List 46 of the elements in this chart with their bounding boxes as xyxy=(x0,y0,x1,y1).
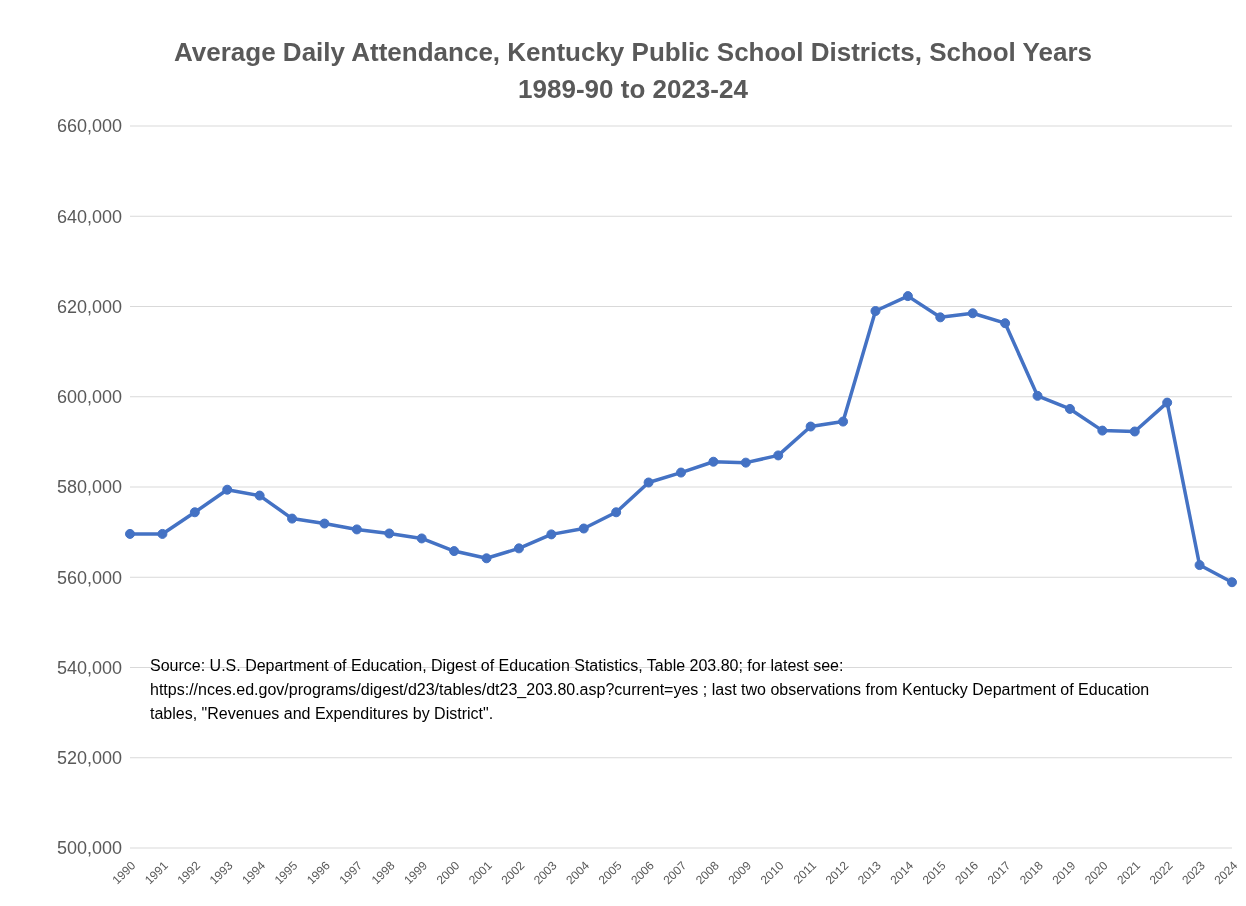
point xyxy=(125,528,135,539)
point xyxy=(189,507,200,518)
y-tick-label: 520,000 xyxy=(56,748,122,769)
point xyxy=(708,456,719,467)
point xyxy=(1194,560,1205,571)
annotation: Source: U.S. Department of Education, Digest of Education Statistics, Table 203.80; for latest see: https://nces.ed.gov/programs/digest/d23/tables/dt23_203.80.asp?current=yes ; last two observations from Kentucky Department of Education tables, "Revenues and Expenditures by District". xyxy=(149,656,1151,724)
y-tick-label: 540,000 xyxy=(56,657,122,678)
point xyxy=(1064,403,1075,414)
y-tick-label: 660,000 xyxy=(56,116,122,137)
point xyxy=(1000,318,1011,329)
point xyxy=(546,529,557,540)
point xyxy=(319,518,330,529)
point xyxy=(870,306,881,317)
y-tick-label: 500,000 xyxy=(56,838,122,859)
point xyxy=(1032,390,1043,401)
point xyxy=(351,524,362,535)
point xyxy=(643,477,654,488)
point xyxy=(1129,426,1140,437)
point xyxy=(967,308,978,319)
point xyxy=(513,543,524,554)
y-tick-label: 580,000 xyxy=(56,477,122,498)
point xyxy=(611,507,622,518)
y-tick-label: 640,000 xyxy=(56,206,122,227)
point xyxy=(838,416,849,427)
chart-title: Average Daily Attendance, Kentucky Public School Districts, School Years 1989-90 to 2023-24 xyxy=(173,36,1093,106)
point xyxy=(254,490,265,501)
point xyxy=(902,291,913,302)
point xyxy=(740,457,751,468)
point xyxy=(578,523,589,534)
point xyxy=(1227,577,1237,588)
point xyxy=(222,484,233,495)
point xyxy=(384,528,395,539)
y-tick-label: 600,000 xyxy=(56,387,122,408)
y-tick-label: 620,000 xyxy=(56,296,122,317)
point xyxy=(805,421,816,432)
point xyxy=(449,546,460,557)
point xyxy=(481,553,492,564)
point xyxy=(416,533,427,544)
point xyxy=(1162,397,1173,408)
y-tick-label: 560,000 xyxy=(56,567,122,588)
point xyxy=(935,312,946,323)
point xyxy=(157,528,168,539)
point xyxy=(287,513,298,524)
point xyxy=(773,450,784,461)
point xyxy=(1097,425,1108,436)
point xyxy=(676,467,686,478)
